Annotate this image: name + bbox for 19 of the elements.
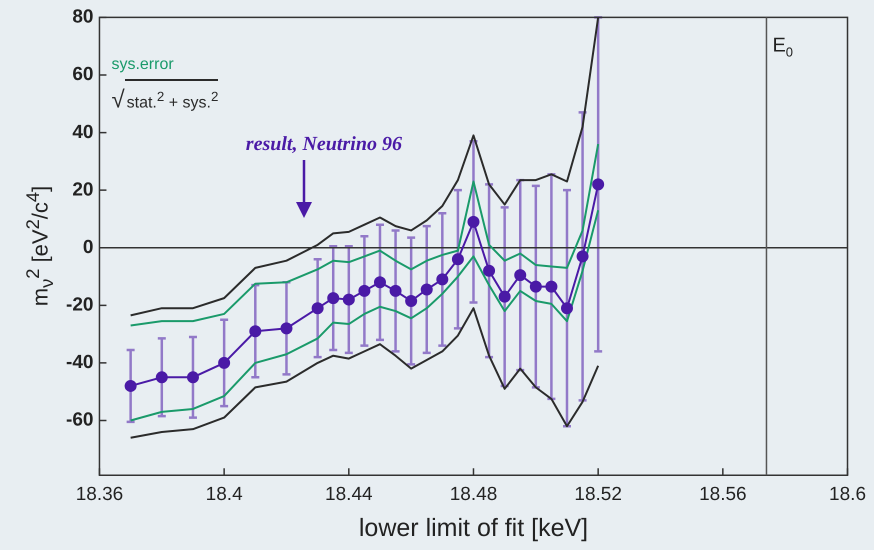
y-tick-label: 20: [72, 179, 94, 200]
x-tick-label: 18.48: [450, 484, 498, 505]
y-tick-label: 40: [72, 122, 94, 143]
x-tick-label: 18.52: [574, 484, 622, 505]
legend-label: √stat.$^{2}$ + sys.$^{2}$: [111, 84, 218, 113]
y-tick-label: 0: [82, 236, 94, 258]
annotation: result, Neutrino 96: [246, 133, 402, 156]
x-tick-label: 18.44: [325, 484, 374, 505]
y-tick-label: -20: [66, 294, 94, 316]
y-tick-label: -60: [66, 410, 94, 431]
x-tick-label: 18.4: [206, 484, 244, 505]
x-tick-label: 18.56: [699, 484, 747, 505]
y-tick-label: 80: [72, 6, 94, 28]
text: sys.error: [111, 55, 175, 76]
x-tick-label: 18.36: [76, 484, 124, 505]
y-tick-label: 60: [72, 64, 94, 86]
x-tick-label: 18.6: [829, 484, 866, 505]
x-axis-title: lower limit of fit [keV]: [358, 514, 588, 542]
y-tick-label: -40: [66, 352, 94, 374]
